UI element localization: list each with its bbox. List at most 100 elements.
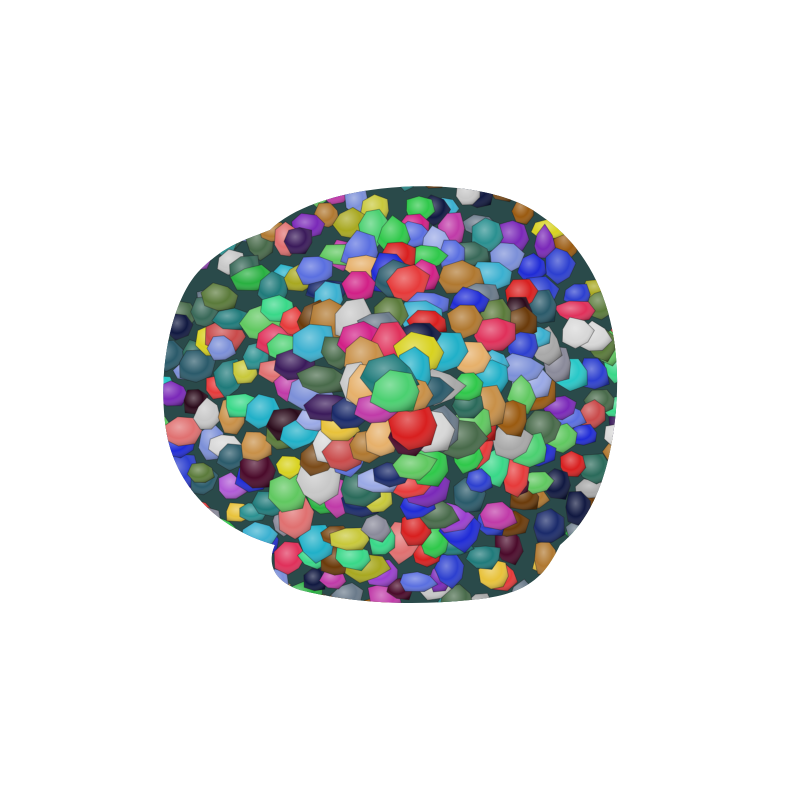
cell-blob-shading xyxy=(229,186,260,212)
cell-blob-shading xyxy=(522,138,556,163)
cell-blob-shading xyxy=(137,546,163,576)
cell-blob-shading xyxy=(163,186,165,212)
cell-blob xyxy=(368,186,394,188)
cell-blob-shading xyxy=(569,424,597,446)
cell-blob-shading xyxy=(163,186,173,196)
cell-blob xyxy=(312,594,341,603)
cell-blob xyxy=(163,612,195,633)
cell-blob xyxy=(555,562,598,599)
cell-blob-shading xyxy=(137,215,161,247)
cell-blob-shading xyxy=(403,148,439,177)
cell-blob xyxy=(601,273,618,298)
cell-blob-shading xyxy=(138,332,162,363)
cell-blob-shading xyxy=(163,293,164,330)
cell-blob-shading xyxy=(506,186,537,193)
cell-blob-shading xyxy=(270,611,297,631)
cell-blob xyxy=(564,533,604,564)
cell-blob xyxy=(582,223,616,254)
cell-blob-shading xyxy=(163,268,179,294)
cell-blob xyxy=(163,208,183,235)
cell-blob-shading xyxy=(207,335,237,361)
cell-blob xyxy=(163,587,189,603)
cell-blob-shading xyxy=(163,340,186,372)
cell-blob xyxy=(604,218,618,248)
cell-blob xyxy=(163,186,193,210)
cell-blob xyxy=(598,576,618,603)
cell-blob-shading xyxy=(579,596,605,603)
cell-blob xyxy=(163,545,164,577)
cell-blob xyxy=(232,573,268,603)
cell-blob-shading xyxy=(344,605,368,625)
cell-blob-shading xyxy=(573,577,610,603)
cell-blob-shading xyxy=(177,621,210,640)
cell-blob xyxy=(163,483,167,513)
cell-blob-shading xyxy=(163,209,182,234)
cell-blob xyxy=(210,148,242,173)
cell-blob-shading xyxy=(137,273,162,298)
cell-blob-shading xyxy=(163,612,195,633)
cell-blob-shading xyxy=(205,581,233,603)
cell-blob-shading xyxy=(472,217,504,253)
cell-blob-shading xyxy=(274,541,306,575)
cell-blob xyxy=(135,309,161,346)
cell-blob-shading xyxy=(168,186,191,196)
cell-blob xyxy=(553,578,588,603)
cell-blob-shading xyxy=(582,186,612,212)
cell-blob-shading xyxy=(171,508,198,530)
cell-blob xyxy=(201,595,235,603)
cell-blob-shading xyxy=(601,475,618,496)
cell-blob-shading xyxy=(545,247,576,285)
cell-blob-shading xyxy=(465,546,501,570)
cell-blob-shading xyxy=(200,282,238,311)
cell-blob xyxy=(316,142,344,176)
cell-blob-shading xyxy=(240,161,264,180)
cell-blob xyxy=(241,613,279,635)
cell-blob-shading xyxy=(491,421,534,461)
cell-blob xyxy=(200,233,223,256)
cell-blob xyxy=(163,522,178,546)
cell-blob-shading xyxy=(163,453,165,482)
cell-blob-shading xyxy=(554,137,595,163)
cell-blob-shading xyxy=(497,353,545,385)
cell-blob xyxy=(522,186,559,206)
cell-blob xyxy=(605,509,618,532)
cell-blob-shading xyxy=(193,397,221,430)
cell-blob xyxy=(245,143,274,169)
cell-blob-shading xyxy=(599,576,618,603)
cell-blob xyxy=(555,187,589,211)
cell-blob xyxy=(175,219,210,242)
cell-blob xyxy=(163,292,164,330)
cell-blob xyxy=(559,549,581,574)
cell-blob-shading xyxy=(241,613,279,635)
cell-blob-shading xyxy=(163,483,167,512)
cell-blob-shading xyxy=(245,143,274,169)
cell-blob-shading xyxy=(163,588,188,603)
cell-blob-shading xyxy=(608,569,618,601)
cell-blob xyxy=(217,186,242,192)
cell-blob-shading xyxy=(346,152,372,185)
cell-blob xyxy=(396,186,418,192)
cell-blob-shading xyxy=(554,301,596,322)
cell-blob-shading xyxy=(335,545,371,571)
cell-blob xyxy=(556,186,577,193)
cell-blob-shading xyxy=(485,186,508,187)
cell-blob xyxy=(582,205,616,232)
cell-blob xyxy=(505,186,537,193)
cell-blob xyxy=(578,595,605,603)
cell-blob xyxy=(419,186,448,189)
cell-blob-shading xyxy=(562,317,595,349)
cell-blob-shading xyxy=(609,186,618,205)
cell-blob xyxy=(163,421,167,453)
cell-blob-shading xyxy=(420,186,447,189)
cell-blob-shading xyxy=(190,190,228,224)
cell-blob-shading xyxy=(560,550,581,573)
cell-blob xyxy=(189,189,229,224)
cell-blob-shading xyxy=(200,233,223,256)
cell-blob xyxy=(499,609,539,644)
cell-blob-shading xyxy=(530,186,558,188)
cell-blob xyxy=(606,532,618,566)
cell-blob-shading xyxy=(163,503,169,534)
cell-blob-shading xyxy=(451,610,473,637)
cell-blob xyxy=(570,138,598,162)
